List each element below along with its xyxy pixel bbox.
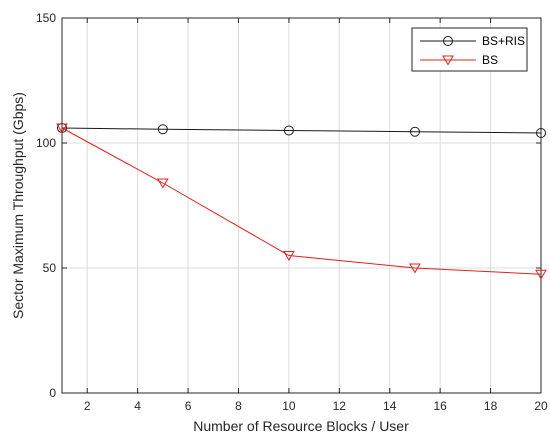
x-tick-label: 16	[433, 399, 447, 413]
x-tick-label: 2	[84, 399, 91, 413]
data-point-bs	[56, 123, 68, 134]
series-group	[56, 123, 547, 280]
y-tick-label: 150	[36, 11, 56, 25]
data-point-bs-ris	[536, 128, 546, 138]
x-tick-label: 18	[484, 399, 498, 413]
data-point-bs-ris	[283, 125, 294, 136]
series-line-bs	[61, 127, 542, 275]
legend-label-bs: BS	[482, 53, 498, 67]
y-tick-label: 100	[36, 136, 56, 150]
data-point-bs	[156, 178, 169, 189]
x-tick-label: 12	[333, 399, 347, 413]
legend-label-bs-ris: BS+RIS	[482, 34, 525, 48]
x-tick-label: 14	[383, 399, 397, 413]
data-point-bs	[283, 251, 295, 261]
x-axis-label: Number of Resource Blocks / User	[193, 418, 409, 434]
data-point-bs-ris	[409, 126, 420, 137]
plot-frame	[61, 17, 542, 394]
legend-marker-bs-ris	[443, 36, 453, 46]
legend-box	[411, 27, 528, 72]
y-axis-label: Sector Maximum Throughput (Gbps)	[10, 92, 26, 319]
data-point-bs	[535, 269, 547, 280]
series-line-bs-ris	[61, 127, 542, 134]
y-tick-label: 0	[49, 386, 56, 400]
x-tick-label: 20	[534, 399, 548, 413]
axis-ticks: 2 4 6 8 10 12 14 16 18 20 0 50 100 150	[36, 11, 548, 413]
x-tick-label: 4	[134, 399, 141, 413]
x-tick-label: 8	[235, 399, 242, 413]
x-tick-label: 6	[185, 399, 192, 413]
data-point-bs-ris	[157, 124, 168, 135]
x-tick-label: 10	[282, 399, 296, 413]
data-point-bs	[409, 263, 421, 274]
plot-background	[62, 18, 541, 393]
legend: BS+RIS BS	[411, 27, 528, 72]
y-tick-label: 50	[43, 261, 57, 275]
legend-marker-bs	[442, 55, 454, 66]
